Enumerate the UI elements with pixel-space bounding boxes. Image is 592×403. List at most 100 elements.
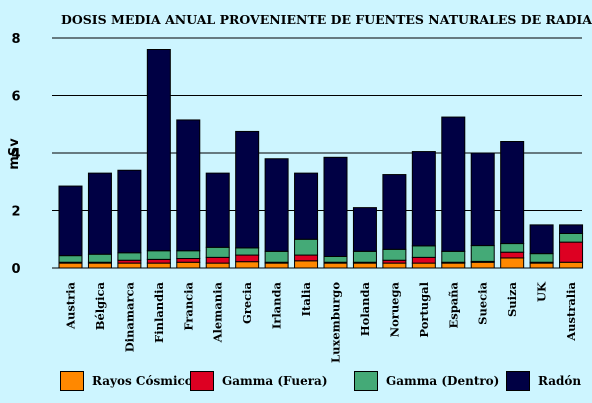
bar-uk-gamma-dentro [529, 253, 554, 263]
bar-italia-gamma-fuera [294, 254, 319, 262]
legend-label-gamma-dentro: Gamma (Dentro) [386, 374, 500, 388]
bar-australia-gamma-dentro [559, 233, 584, 243]
bar-suecia-radon [470, 152, 495, 247]
legend-label-rayos-cosmicos: Rayos Cósmicos [92, 374, 200, 388]
legend-label-radon: Radón [538, 374, 582, 388]
bar-noruega-gamma-dentro [382, 248, 407, 261]
bar-grecia-rayos-cosmicos [235, 261, 260, 269]
bar-holanda-rayos-cosmicos [352, 262, 377, 269]
legend: Rayos Cósmicos Gamma (Fuera) Gamma (Dent… [0, 366, 592, 396]
y-tick-label-8: 8 [11, 32, 20, 47]
bar-australia-gamma-fuera [559, 241, 584, 263]
bar-luxemburgo-radon [323, 156, 348, 257]
bar-dinamarca-radon [117, 169, 142, 254]
bar-italia-gamma-dentro [294, 238, 319, 256]
bar-group-suiza [500, 141, 525, 269]
y-axis-ticks: 0 2 4 6 8 [11, 32, 20, 277]
bar-holanda-radon [352, 207, 377, 252]
x-axis-ticks: Austria Bélgica Dinamarca Finlandia Francia A… [64, 281, 579, 363]
bar-grecia-gamma-dentro [235, 247, 260, 256]
bar-irlanda-gamma-dentro [264, 250, 289, 263]
bar-group-alemania [205, 172, 230, 269]
legend-label-gamma-fuera: Gamma (Fuera) [222, 374, 328, 388]
x-tick-label-grecia: Grecia [240, 281, 254, 324]
x-tick-label-francia: Francia [181, 281, 195, 330]
bar-group-finlandia [146, 49, 171, 269]
bar-alemania-radon [205, 172, 230, 248]
bar-group-grecia [235, 130, 260, 269]
bar-portugal-gamma-dentro [411, 245, 436, 258]
bar-suecia-gamma-dentro [470, 245, 495, 262]
bar-group-espana [441, 116, 466, 269]
bar-irlanda-radon [264, 158, 289, 252]
bar-group-suecia [470, 152, 495, 269]
bar-italia-radon [294, 172, 319, 240]
bar-group-luxemburgo [323, 156, 348, 269]
x-tick-label-espana: España [446, 281, 460, 328]
bar-belgica-rayos-cosmicos [87, 262, 112, 269]
bar-suiza-rayos-cosmicos [500, 257, 525, 269]
bar-holanda-gamma-dentro [352, 250, 377, 263]
legend-swatch-radon [506, 371, 530, 391]
y-axis-label: mSv [7, 138, 22, 170]
legend-item-gamma-fuera: Gamma (Fuera) [190, 370, 328, 392]
bar-alemania-rayos-cosmicos [205, 262, 230, 269]
legend-item-radon: Radón [506, 370, 581, 392]
bar-belgica-radon [87, 172, 112, 255]
legend-swatch-gamma-fuera [190, 371, 214, 391]
bar-group-holanda [352, 207, 377, 269]
bar-austria-gamma-dentro [58, 255, 83, 263]
chart-title: DOSIS MEDIA ANUAL PROVENIENTE DE FUENTES… [61, 11, 592, 27]
bar-group-portugal [411, 151, 436, 269]
bar-dinamarca-gamma-dentro [117, 252, 142, 261]
bar-dinamarca-rayos-cosmicos [117, 262, 142, 269]
bar-suecia-rayos-cosmicos [470, 261, 495, 269]
bar-grecia-radon [235, 130, 260, 249]
bar-suiza-gamma-dentro [500, 243, 525, 253]
bar-alemania-gamma-fuera [205, 256, 230, 264]
bar-finlandia-radon [146, 49, 171, 252]
x-tick-label-belgica: Bélgica [93, 281, 107, 330]
bar-espana-rayos-cosmicos [441, 262, 466, 269]
bar-francia-gamma-dentro [176, 250, 201, 260]
y-tick-label-6: 6 [11, 90, 20, 105]
bar-uk-rayos-cosmicos [529, 262, 554, 269]
bar-portugal-rayos-cosmicos [411, 262, 436, 269]
bar-austria-radon [58, 185, 83, 257]
bar-group-belgica [87, 172, 112, 269]
bar-portugal-radon [411, 151, 436, 247]
x-tick-label-holanda: Holanda [358, 281, 372, 336]
bar-group-austria [58, 185, 83, 269]
y-tick-label-2: 2 [11, 205, 20, 220]
bar-irlanda-rayos-cosmicos [264, 262, 289, 269]
x-tick-label-uk: UK [535, 281, 549, 302]
legend-item-gamma-dentro: Gamma (Dentro) [354, 370, 499, 392]
legend-item-rayos-cosmicos: Rayos Cósmicos [60, 370, 200, 392]
bar-suiza-gamma-fuera [500, 251, 525, 259]
bar-group-dinamarca [117, 169, 142, 269]
bar-group-irlanda [264, 158, 289, 269]
y-tick-label-4: 4 [11, 147, 20, 162]
x-tick-label-luxemburgo: Luxemburgo [329, 282, 343, 363]
legend-swatch-gamma-dentro [354, 371, 378, 391]
bar-finlandia-gamma-fuera [146, 258, 171, 264]
bar-belgica-gamma-dentro [87, 253, 112, 263]
bar-finlandia-gamma-dentro [146, 250, 171, 260]
x-tick-label-alemania: Alemania [211, 281, 225, 343]
bar-espana-radon [441, 116, 466, 252]
bar-australia-rayos-cosmicos [559, 261, 584, 269]
bar-francia-rayos-cosmicos [176, 261, 201, 269]
y-tick-label-0: 0 [11, 262, 20, 277]
bar-alemania-gamma-dentro [205, 246, 230, 258]
bar-austria-rayos-cosmicos [58, 262, 83, 269]
x-tick-label-italia: Italia [299, 281, 313, 316]
bar-group-australia [559, 224, 584, 269]
x-tick-label-portugal: Portugal [417, 281, 431, 337]
bar-finlandia-rayos-cosmicos [146, 262, 171, 269]
bar-group-italia [294, 172, 319, 269]
legend-swatch-rayos-cosmicos [60, 371, 84, 391]
x-tick-label-suiza: Suiza [505, 281, 519, 317]
bar-noruega-rayos-cosmicos [382, 262, 407, 269]
